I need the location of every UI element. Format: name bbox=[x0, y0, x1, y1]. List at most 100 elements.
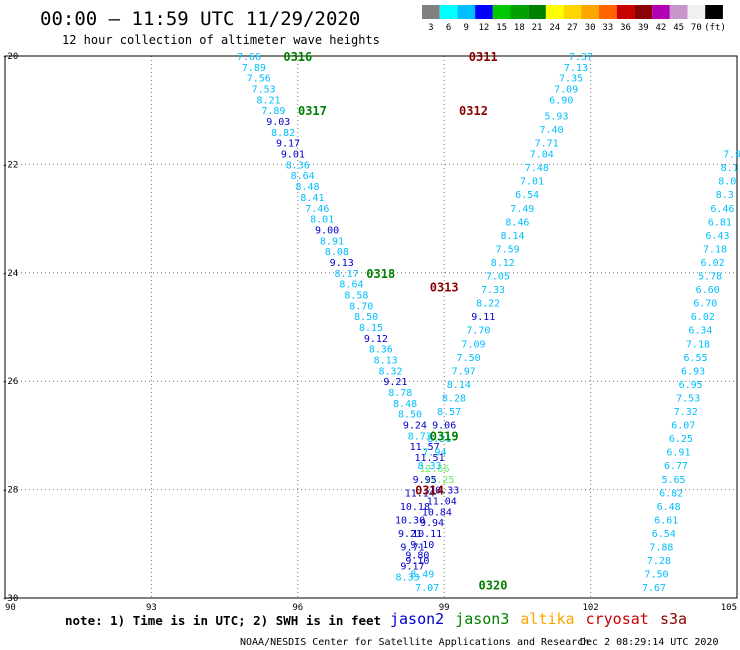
wave-height-value: 7.35 bbox=[559, 74, 583, 85]
wave-height-value: 6.02 bbox=[691, 312, 715, 323]
wave-height-value: 8.33 bbox=[396, 572, 420, 583]
colorbar-label: 18 bbox=[514, 23, 525, 33]
footnote: note: 1) Time is in UTC; 2) SWH is in fe… bbox=[65, 613, 381, 628]
y-tick-label: -28 bbox=[2, 486, 18, 496]
colorbar-swatch bbox=[634, 5, 653, 19]
wave-height-value: 6.95 bbox=[679, 380, 703, 391]
wave-height-value: 6.54 bbox=[652, 529, 676, 540]
wave-height-value: 7.70 bbox=[466, 326, 490, 337]
colorbar-swatch bbox=[439, 5, 458, 19]
generated-timestamp: Dec 2 08:29:14 UTC 2020 bbox=[580, 637, 718, 648]
wave-height-value: 8.12 bbox=[491, 258, 515, 269]
colorbar-label: 24 bbox=[549, 23, 560, 33]
wave-height-value: 8.36 bbox=[369, 345, 393, 356]
wave-height-value: 8.31 bbox=[427, 434, 451, 445]
wave-height-value: 8.57 bbox=[437, 407, 461, 418]
colorbar-swatch bbox=[457, 5, 476, 19]
wave-height-value: 11.04 bbox=[427, 496, 457, 507]
wave-height-value: 10.30 bbox=[395, 515, 425, 526]
wave-height-value: 6.81 bbox=[708, 217, 732, 228]
wave-height-value: 7.66 bbox=[237, 52, 261, 63]
wave-height-value: 6.90 bbox=[549, 95, 573, 106]
wave-height-value: 7.07 bbox=[415, 583, 439, 594]
wave-height-value: 8.70 bbox=[349, 301, 373, 312]
colorbar-swatch bbox=[616, 5, 635, 19]
wave-height-value: 9.80 bbox=[405, 551, 429, 562]
wave-height-value: 8.33 bbox=[418, 461, 442, 472]
credit-line: NOAA/NESDIS Center for Satellite Applica… bbox=[240, 637, 589, 648]
wave-height-value: 8.01 bbox=[310, 215, 334, 226]
wave-height-value: 8.36 bbox=[286, 160, 310, 171]
wave-height-value: 7.09 bbox=[554, 85, 578, 96]
wave-height-value: 10.33 bbox=[429, 486, 459, 497]
wave-height-value: 7.71 bbox=[535, 139, 559, 150]
colorbar-swatch bbox=[599, 5, 617, 19]
y-tick-label: -30 bbox=[2, 594, 18, 604]
wave-height-value: 8.58 bbox=[344, 290, 368, 301]
wave-height-value: 7.53 bbox=[252, 85, 276, 96]
wave-height-value: 7.53 bbox=[676, 393, 700, 404]
colorbar-swatch bbox=[652, 5, 670, 19]
wave-height-value: 7.97 bbox=[452, 366, 476, 377]
wave-height-value: 9.13 bbox=[330, 258, 354, 269]
colorbar-label: 39 bbox=[638, 23, 649, 33]
y-tick-label: -20 bbox=[2, 52, 18, 62]
wave-height-value: 7.49 bbox=[510, 204, 534, 215]
colorbar-label: 33 bbox=[602, 23, 613, 33]
satellite-legend: jason2 jason3 altika cryosat s3a bbox=[390, 610, 687, 628]
colorbar-swatch bbox=[510, 5, 529, 19]
pass-label: 0319 bbox=[430, 429, 459, 443]
pass-label: 0320 bbox=[479, 578, 508, 592]
colorbar-label: 15 bbox=[496, 23, 507, 33]
y-tick-label: -24 bbox=[2, 269, 18, 279]
wave-height-value: 6.93 bbox=[681, 366, 705, 377]
wave-height-value: 8.28 bbox=[442, 393, 466, 404]
wave-height-value: 7.01 bbox=[520, 177, 544, 188]
pass-label: 0318 bbox=[366, 267, 395, 281]
colorbar-swatch bbox=[563, 5, 582, 19]
wave-height-value: 9.24 bbox=[403, 421, 427, 432]
wave-height-value: 6.34 bbox=[688, 326, 712, 337]
wave-height-value: 9.17 bbox=[276, 139, 300, 150]
wave-height-value: 7.48 bbox=[525, 163, 549, 174]
wave-height-value: 7.05 bbox=[486, 272, 510, 283]
wave-height-value: 10.84 bbox=[422, 507, 452, 518]
y-tick-label: -22 bbox=[2, 160, 18, 170]
pass-label: 0312 bbox=[459, 104, 488, 118]
colorbar-swatch bbox=[705, 5, 723, 19]
wave-height-value: 7.50 bbox=[457, 353, 481, 364]
legend-jason3: jason3 bbox=[455, 610, 509, 628]
wave-height-value: 7.88 bbox=[649, 543, 673, 554]
colorbar-label: 45 bbox=[673, 23, 684, 33]
wave-height-value: 9.01 bbox=[281, 150, 305, 161]
wave-height-value: 9.10 bbox=[405, 556, 429, 567]
wave-height-value: 11.14 bbox=[405, 488, 435, 499]
wave-height-value: 7.40 bbox=[540, 125, 564, 136]
wave-height-value: 8.21 bbox=[256, 95, 280, 106]
wave-height-value: 7.46 bbox=[305, 204, 329, 215]
legend-cryosat: cryosat bbox=[586, 610, 649, 628]
wave-height-value: 7.9 bbox=[723, 150, 740, 161]
wave-height-value: 8.1 bbox=[721, 163, 739, 174]
wave-height-value: 6.25 bbox=[669, 434, 693, 445]
wave-height-value: 8.22 bbox=[476, 299, 500, 310]
colorbar-label: 21 bbox=[532, 23, 543, 33]
wave-height-value: 6.54 bbox=[515, 190, 539, 201]
colorbar-swatch bbox=[687, 5, 706, 19]
colorbar-label: 42 bbox=[656, 23, 667, 33]
pass-label: 0313 bbox=[430, 280, 459, 294]
wave-height-value: 7.59 bbox=[496, 244, 520, 255]
plot-frame bbox=[4, 55, 738, 599]
wave-height-value: 5.78 bbox=[698, 272, 722, 283]
colorbar-label: 6 bbox=[446, 23, 451, 33]
colorbar-label: 36 bbox=[620, 23, 631, 33]
chart-subtitle: 12 hour collection of altimeter wave hei… bbox=[62, 33, 380, 47]
wave-height-value: 7.89 bbox=[242, 63, 266, 74]
wave-height-value: 9.17 bbox=[400, 561, 424, 572]
legend-jason2: jason2 bbox=[390, 610, 444, 628]
wave-height-value: 9.21 bbox=[398, 529, 422, 540]
wave-height-value: 9.03 bbox=[266, 117, 290, 128]
wave-height-value: 7.50 bbox=[644, 570, 668, 581]
wave-height-value: 7.13 bbox=[564, 63, 588, 74]
